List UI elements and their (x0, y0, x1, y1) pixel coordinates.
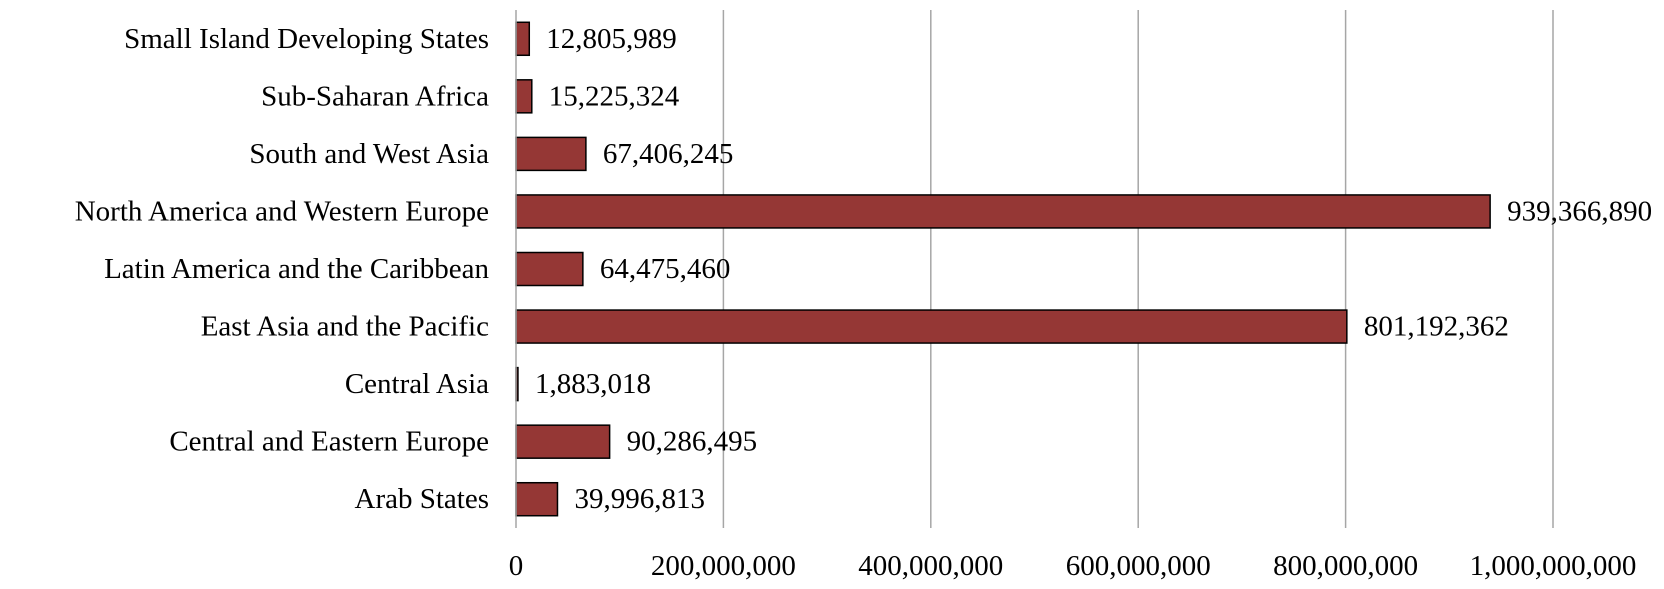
data-label: 12,805,989 (546, 23, 677, 55)
data-label: 801,192,362 (1364, 311, 1509, 343)
data-label: 64,475,460 (600, 253, 731, 285)
x-tick-label: 0 (509, 550, 524, 582)
data-label: 15,225,324 (549, 80, 680, 112)
category-label: Sub-Saharan Africa (261, 80, 489, 112)
bar (515, 136, 587, 172)
x-tick-label: 800,000,000 (1273, 550, 1418, 582)
bar (515, 424, 611, 459)
category-label: South and West Asia (249, 138, 489, 170)
x-tick-label: 200,000,000 (651, 550, 796, 582)
category-label: North America and Western Europe (75, 195, 489, 227)
bar (515, 194, 1491, 229)
category-label: Latin America and the Caribbean (104, 253, 489, 285)
data-label: 67,406,245 (603, 138, 734, 170)
gridlines (722, 10, 1554, 528)
bar (515, 481, 559, 517)
category-label: East Asia and the Pacific (201, 311, 489, 343)
data-label: 39,996,813 (574, 483, 705, 515)
data-label: 1,883,018 (535, 368, 651, 400)
data-label: 939,366,890 (1507, 195, 1652, 227)
data-label: 90,286,495 (627, 426, 758, 458)
labels: Small Island Developing States 12,805,989… (75, 23, 1652, 582)
x-tick-label: 1,000,000,000 (1470, 550, 1637, 582)
x-tick-label: 600,000,000 (1066, 550, 1211, 582)
bar (515, 21, 531, 57)
category-label: Arab States (355, 483, 490, 515)
category-label: Small Island Developing States (124, 23, 489, 55)
category-label: Central and Eastern Europe (169, 426, 489, 458)
bar (515, 251, 584, 287)
category-label: Central Asia (345, 368, 489, 400)
x-tick-label: 400,000,000 (858, 550, 1003, 582)
bar (515, 309, 1348, 344)
bar (515, 79, 533, 114)
